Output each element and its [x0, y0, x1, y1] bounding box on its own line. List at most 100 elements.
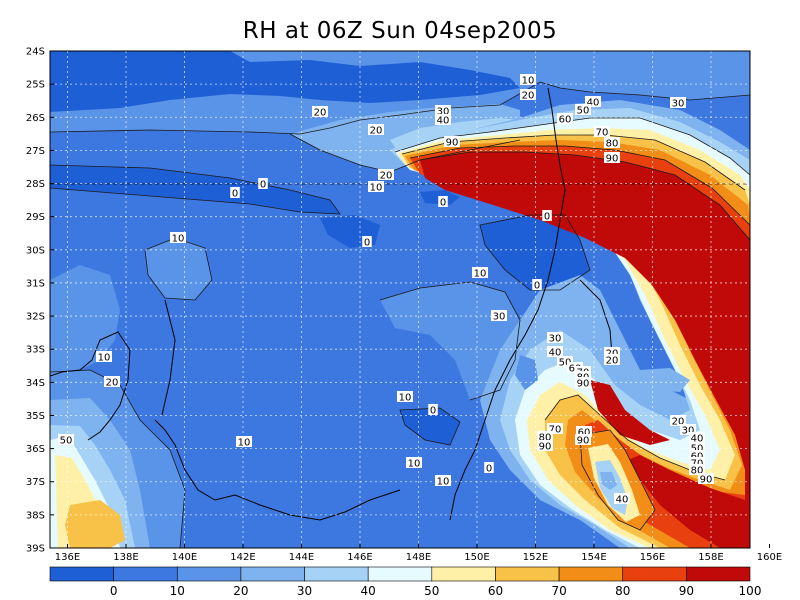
lon-tick-label: 160E: [757, 552, 782, 563]
colorbar-label: 0: [110, 584, 118, 598]
lon-tick-label: 138E: [113, 552, 138, 563]
contour-label: 40: [437, 116, 450, 127]
lat-tick-label: 29S: [26, 212, 45, 223]
contour-label: 30: [437, 107, 450, 118]
contour-label: 80: [539, 433, 552, 444]
contour-label-bg: [428, 404, 438, 415]
contour-label-bg: [698, 473, 714, 484]
lat-tick-label: 31S: [26, 278, 45, 289]
contour-label-bg: [520, 89, 536, 100]
contour-label: 0: [486, 464, 492, 475]
colorbar-label: 20: [233, 584, 248, 598]
colorbar-swatch: [622, 566, 687, 582]
contour-label: 20: [522, 91, 535, 102]
contour-label-bg: [537, 440, 553, 451]
contour-label: 50: [559, 358, 572, 369]
contour-label-bg: [547, 423, 563, 434]
contour-label: 30: [682, 426, 695, 437]
contour-label: 0: [232, 189, 238, 200]
contour-label-bg: [670, 415, 686, 426]
colorbar-label: 50: [424, 584, 439, 598]
colorbar-label: 90: [679, 584, 694, 598]
contour-label: 60: [578, 428, 591, 439]
chart-title: RH at 06Z Sun 04sep2005: [242, 18, 558, 44]
lat-tick-label: 34S: [26, 378, 45, 389]
contour-label-bg: [378, 169, 394, 180]
contour-label: 10: [437, 477, 450, 488]
contour-label: 20: [672, 417, 685, 428]
lat-tick-label: 39S: [26, 544, 45, 555]
contour-label-bg: [520, 74, 536, 85]
contour-label: 90: [700, 475, 713, 486]
lat-tick-label: 33S: [26, 345, 45, 356]
contour-label-bg: [312, 106, 328, 117]
contour-label-bg: [614, 493, 630, 504]
contour-label: 40: [587, 98, 600, 109]
lat-tick-label: 36S: [26, 444, 45, 455]
colorbar-label: 10: [170, 584, 185, 598]
contour-label-bg: [368, 181, 384, 192]
lat-tick-label: 38S: [26, 510, 45, 521]
contour-label-bg: [96, 351, 112, 362]
colorbar-swatch: [240, 566, 305, 582]
colorbar-swatch: [113, 566, 178, 582]
lon-tick-label: 140E: [172, 552, 197, 563]
contour-label-bg: [594, 126, 610, 137]
contour-label-bg: [689, 464, 705, 475]
lat-tick-label: 28S: [26, 179, 45, 190]
contour-label: 90: [606, 154, 619, 165]
contour-label: 70: [549, 425, 562, 436]
colorbar-swatch: [431, 566, 496, 582]
contour-label-bg: [575, 371, 591, 382]
contour-label-bg: [547, 346, 563, 357]
colorbar-label: 60: [488, 584, 503, 598]
contour-label: 20: [606, 356, 619, 367]
colorbar-swatch: [176, 566, 242, 582]
contour-label: 0: [440, 198, 446, 209]
lon-tick-label: 148E: [406, 552, 431, 563]
lat-tick-label: 35S: [26, 411, 45, 422]
contour-label: 90: [577, 436, 590, 447]
contour-label: 40: [616, 495, 629, 506]
lat-tick-label: 25S: [26, 80, 45, 91]
contour-label-bg: [557, 356, 573, 367]
lat-tick-label: 24S: [26, 47, 45, 58]
contour-label-bg: [435, 105, 451, 116]
colorbar-swatch: [558, 566, 624, 582]
contour-label-bg: [435, 114, 451, 125]
colorbar-swatch: [367, 566, 433, 582]
contour-label-bg: [258, 178, 268, 189]
colorbar-label: 80: [615, 584, 630, 598]
contour-label-bg: [532, 279, 542, 290]
contour-label-bg: [585, 96, 601, 107]
map-field: [50, 51, 750, 548]
contour-label-bg: [104, 376, 120, 387]
contour-label: 10: [172, 234, 185, 245]
contour-label-bg: [444, 136, 460, 147]
lat-tick-label: 37S: [26, 477, 45, 488]
contour-label-bg: [575, 104, 591, 115]
lat-tick-label: 30S: [26, 245, 45, 256]
contour-label-bg: [604, 137, 620, 148]
contour-label: 20: [380, 171, 393, 182]
contour-label-bg: [542, 210, 552, 221]
contour-label: 0: [534, 281, 540, 292]
contour-label-bg: [170, 232, 186, 243]
contour-label: 0: [544, 212, 550, 223]
contour-label: 70: [596, 128, 609, 139]
contour-label-bg: [680, 424, 696, 435]
colorbar-swatch: [49, 566, 114, 582]
lon-tick-label: 150E: [464, 552, 489, 563]
contour-label-bg: [397, 391, 413, 402]
contour-label: 0: [364, 238, 370, 249]
colorbar-label: 100: [739, 584, 762, 598]
contour-label-bg: [604, 347, 620, 358]
contour-label: 40: [549, 348, 562, 359]
colorbar-swatch: [304, 566, 369, 582]
contour-label: 10: [238, 438, 251, 449]
lon-tick-label: 142E: [230, 552, 255, 563]
contour-label: 0: [430, 406, 436, 417]
contour-label-bg: [484, 462, 494, 473]
contour-label-bg: [576, 426, 592, 437]
